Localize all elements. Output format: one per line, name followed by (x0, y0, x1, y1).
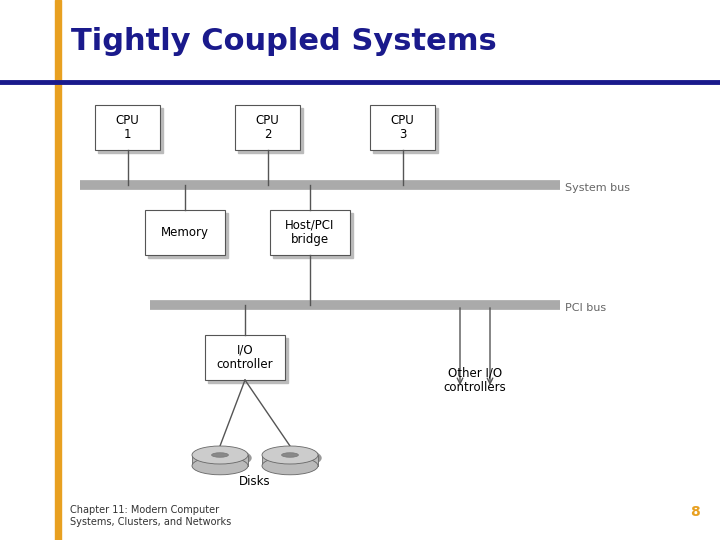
Bar (238, 108, 303, 153)
Bar (370, 105, 435, 150)
Ellipse shape (265, 449, 321, 467)
Text: Disks: Disks (239, 475, 271, 488)
Bar (192, 455, 248, 466)
Text: CPU
3: CPU 3 (391, 113, 415, 141)
Text: Other I/O
controllers: Other I/O controllers (444, 366, 506, 394)
Ellipse shape (262, 457, 318, 475)
Ellipse shape (282, 453, 298, 457)
Bar (145, 210, 225, 255)
Bar (95, 105, 160, 150)
Bar (55, 0, 61, 540)
Ellipse shape (212, 453, 228, 457)
Text: CPU
2: CPU 2 (256, 113, 279, 141)
Text: Memory: Memory (161, 226, 209, 239)
Text: PCI bus: PCI bus (565, 303, 606, 313)
Ellipse shape (192, 446, 248, 464)
Text: I/O
controller: I/O controller (217, 343, 274, 372)
Bar (208, 338, 288, 383)
Bar (262, 455, 318, 466)
Ellipse shape (195, 449, 251, 467)
Bar (98, 108, 163, 153)
Text: System bus: System bus (565, 183, 630, 193)
Text: Tightly Coupled Systems: Tightly Coupled Systems (71, 26, 497, 56)
Bar (373, 108, 438, 153)
Text: CPU
1: CPU 1 (116, 113, 140, 141)
Bar (270, 210, 350, 255)
Text: Chapter 11: Modern Computer
Systems, Clusters, and Networks: Chapter 11: Modern Computer Systems, Clu… (70, 505, 231, 526)
Ellipse shape (192, 457, 248, 475)
Text: 8: 8 (690, 505, 700, 519)
Bar (148, 213, 228, 258)
Text: Host/PCI
bridge: Host/PCI bridge (285, 219, 335, 246)
Bar (273, 213, 353, 258)
Ellipse shape (262, 446, 318, 464)
Bar (235, 105, 300, 150)
Bar (205, 335, 285, 380)
